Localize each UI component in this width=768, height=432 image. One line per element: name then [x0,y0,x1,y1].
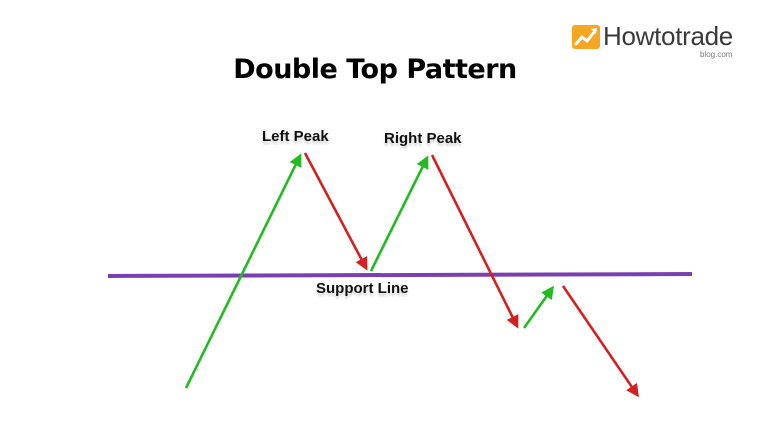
rising-chart-icon [572,25,600,49]
page-title: Double Top Pattern [233,54,517,85]
right-peak-label: Right Peak [384,130,462,147]
down-leg-1 [303,152,368,271]
up-leg-3 [522,285,555,329]
support-line [107,272,693,278]
up-leg-1 [184,153,302,389]
down-leg-2 [430,154,519,329]
up-leg-2 [369,155,429,272]
support-line-label: Support Line [316,280,409,297]
left-peak-label: Left Peak [262,128,329,145]
howtotrade-logo: Howtotrade blog.com [572,20,752,64]
logo-wordmark: Howtotrade [603,21,733,51]
logo-subtitle: blog.com [700,50,733,59]
down-leg-3 [561,285,639,398]
